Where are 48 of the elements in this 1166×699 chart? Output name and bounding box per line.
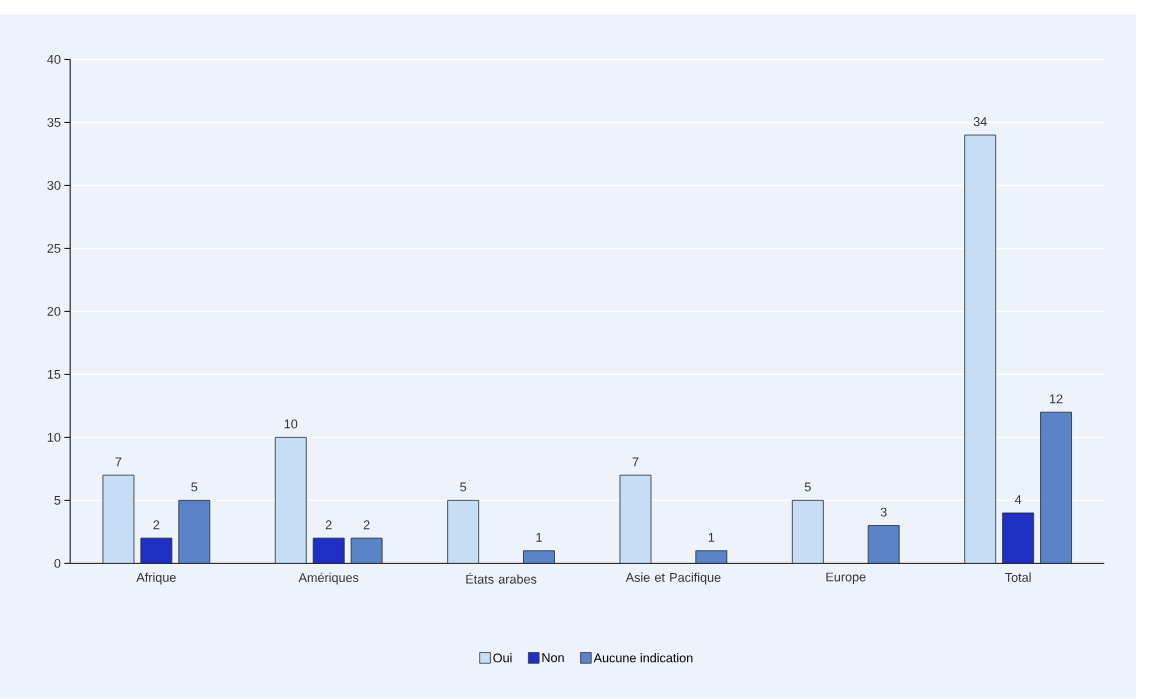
bar (312, 537, 345, 564)
bar (140, 537, 173, 564)
y-tick-label: 5 (54, 496, 61, 505)
bar (1040, 411, 1072, 564)
data-label: 1 (536, 533, 542, 542)
x-tick-label: Europe (826, 572, 866, 585)
legend-label: Oui (493, 653, 512, 663)
x-tick-label: États arabes (466, 572, 537, 584)
bar (178, 500, 211, 564)
x-tick-label: Asie et Pacifique (625, 572, 721, 585)
data-label: 5 (191, 482, 198, 492)
y-tick-label: 25 (47, 244, 61, 253)
data-label: 2 (153, 520, 160, 530)
x-tick-label: Amériques (298, 572, 359, 585)
bar (791, 500, 824, 564)
bar (523, 550, 555, 564)
data-label: 7 (632, 457, 639, 467)
data-label: 5 (460, 482, 467, 492)
y-tick-label: 0 (54, 558, 61, 568)
data-label: 4 (1014, 495, 1022, 505)
data-label: 10 (284, 419, 298, 429)
legend-label: Non (542, 653, 564, 663)
legend-label: Aucune indication (593, 653, 693, 663)
y-tick-label: 15 (47, 370, 61, 379)
data-label: 1 (708, 533, 715, 542)
data-label: 34 (973, 117, 987, 127)
x-tick-label: Total (1005, 572, 1031, 582)
data-label: 7 (115, 457, 122, 467)
y-tick-label: 35 (47, 118, 61, 127)
bar (102, 474, 135, 564)
data-label: 2 (363, 520, 370, 530)
y-tick-label: 30 (47, 181, 61, 190)
y-tick-label: 40 (47, 55, 61, 64)
data-label: 2 (325, 520, 332, 530)
x-tick-label: Afrique (136, 572, 176, 585)
data-label: 5 (804, 482, 811, 492)
bar (619, 474, 652, 564)
bar (350, 537, 383, 564)
bar (274, 437, 307, 564)
y-tick-label: 10 (47, 432, 61, 442)
bar (695, 550, 728, 564)
data-label: 12 (1049, 394, 1063, 404)
data-label: 3 (880, 507, 887, 517)
bar (447, 500, 480, 564)
y-tick-label: 20 (47, 307, 61, 316)
bar (1002, 512, 1035, 564)
bar (964, 134, 997, 564)
bar (867, 525, 900, 564)
